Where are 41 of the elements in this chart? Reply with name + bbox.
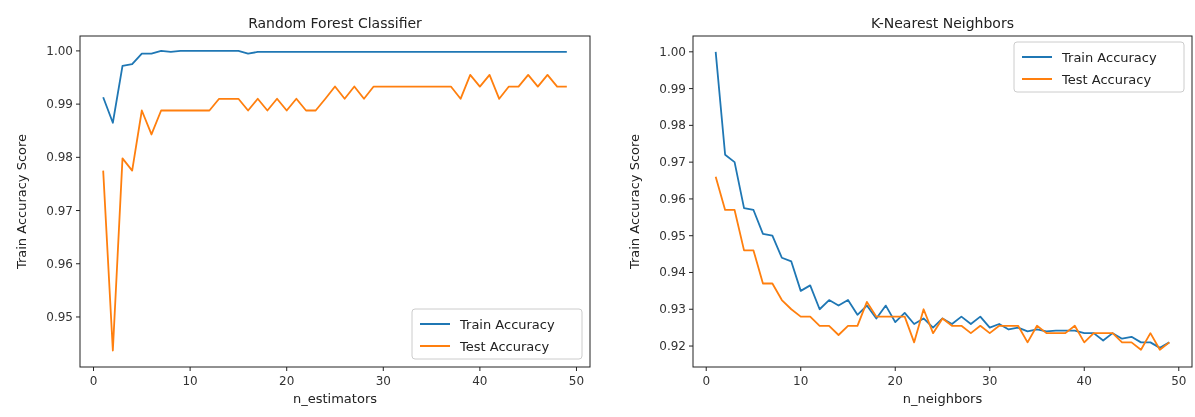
x-tick-label: 0 <box>702 374 711 388</box>
x-tick-label: 50 <box>568 374 585 388</box>
y-tick-label: 1.00 <box>46 43 73 58</box>
y-tick-label: 0.99 <box>659 81 686 96</box>
legend-label: Train Accuracy <box>1061 50 1157 65</box>
y-tick-label: 0.94 <box>659 265 686 280</box>
y-tick-label: 1.00 <box>659 44 686 59</box>
y-tick-label: 0.98 <box>659 118 686 133</box>
x-tick-label: 20 <box>279 374 295 388</box>
legend-label: Test Accuracy <box>459 339 550 354</box>
y-axis-title: Train Accuracy Score <box>627 133 642 271</box>
y-tick-label: 0.96 <box>659 191 686 206</box>
y-tick-label: 0.97 <box>659 155 686 170</box>
y-tick-label: 0.97 <box>46 203 73 218</box>
chart-title: K-Nearest Neighbors <box>871 15 1014 31</box>
x-tick-label: 30 <box>375 374 391 388</box>
x-tick-label: 40 <box>1076 374 1092 388</box>
x-tick-label: 10 <box>793 374 809 388</box>
y-tick-label: 0.92 <box>659 339 686 354</box>
y-tick-label: 0.95 <box>659 228 686 243</box>
line-series <box>714 175 1171 351</box>
y-tick-label: 0.99 <box>46 97 73 112</box>
x-axis-title: n_estimators <box>292 391 378 406</box>
y-tick-label: 0.93 <box>659 302 686 317</box>
y-tick-label: 0.95 <box>46 309 73 324</box>
x-axis-title: n_neighbors <box>902 391 983 406</box>
line-series <box>714 50 1171 349</box>
x-tick-label: 10 <box>182 374 198 388</box>
legend-label: Test Accuracy <box>1061 72 1152 87</box>
x-tick-label: 40 <box>472 374 488 388</box>
line-series <box>102 50 568 124</box>
legend-label: Train Accuracy <box>459 317 555 332</box>
x-tick-label: 20 <box>887 374 903 388</box>
x-tick-label: 0 <box>89 374 98 388</box>
y-tick-label: 0.98 <box>46 150 73 165</box>
y-tick-label: 0.96 <box>46 256 73 271</box>
x-tick-label: 50 <box>1171 374 1187 388</box>
x-tick-label: 30 <box>982 374 998 388</box>
line-series <box>102 73 568 352</box>
chart-title: Random Forest Classifier <box>248 15 423 31</box>
y-axis-title: Train Accuracy Score <box>14 133 29 271</box>
